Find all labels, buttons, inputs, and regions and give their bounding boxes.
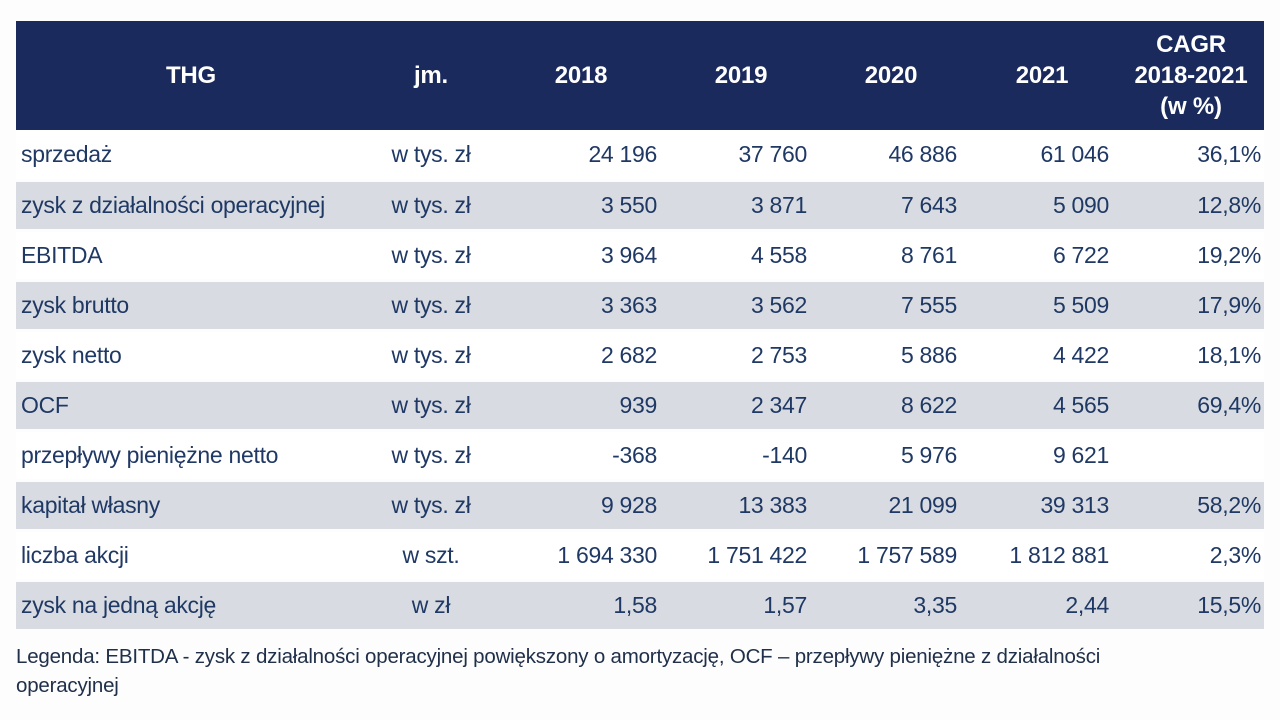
cagr-cell: 36,1%	[1197, 140, 1261, 167]
value-2019: 1 751 422	[707, 541, 807, 568]
row-label: liczba akcji	[21, 541, 129, 568]
header-thg: THG	[165, 62, 217, 89]
header-2020: 2020	[864, 62, 918, 89]
value-2021: 6 722	[1052, 241, 1109, 268]
row-label: OCF	[16, 378, 366, 432]
value-2018: 1 694 330	[557, 541, 657, 568]
value-2018: 2 682	[600, 341, 657, 368]
cagr-cell: 12,8%	[1118, 178, 1264, 232]
table-row: liczba akcji w szt. 1 694 330 1 751 422 …	[16, 530, 1264, 580]
table-row: zysk brutto w tys. zł 3 363 3 562 7 555 …	[16, 278, 1264, 332]
row-label: zysk na jedną akcję	[16, 578, 366, 632]
row-label: EBITDA	[21, 241, 103, 268]
legend-text: Legenda: EBITDA - zysk z działalności op…	[16, 645, 1101, 697]
cagr-cell: 2,3%	[1209, 541, 1262, 568]
value-2019: 1,57	[666, 578, 816, 632]
table-row: OCF w tys. zł 939 2 347 8 622 4 565 69,4…	[16, 378, 1264, 432]
unit-cell: w tys. zł	[366, 378, 496, 432]
value-2019: 4 558	[750, 241, 807, 268]
value-2021: 4 565	[966, 378, 1118, 432]
unit-cell: w tys. zł	[366, 278, 496, 332]
value-2021: 61 046	[1040, 140, 1109, 167]
cagr-cell: 18,1%	[1197, 341, 1261, 368]
value-2020: 7 555	[816, 278, 966, 332]
cagr-cell: 15,5%	[1118, 578, 1264, 632]
value-2018: 3 550	[496, 178, 666, 232]
value-2018: 1,58	[496, 578, 666, 632]
header-2018: 2018	[554, 62, 608, 89]
row-label: zysk netto	[21, 341, 122, 368]
value-2020: 21 099	[816, 478, 966, 532]
value-2021: 1 812 881	[1009, 541, 1109, 568]
value-2021: 39 313	[966, 478, 1118, 532]
header-unit: jm.	[413, 62, 449, 89]
unit-cell: w tys. zł	[391, 140, 471, 167]
financial-table: THG jm. 2018 2019 2020 2021 CAGR 2018-20…	[16, 21, 1264, 632]
unit-cell: w zł	[366, 578, 496, 632]
row-label: kapitał własny	[16, 478, 366, 532]
value-2018: 3 363	[496, 278, 666, 332]
header-2019: 2019	[714, 62, 768, 89]
cagr-cell: 69,4%	[1118, 378, 1264, 432]
value-2020: 46 886	[888, 140, 957, 167]
unit-cell: w tys. zł	[391, 241, 471, 268]
value-2018: 3 964	[600, 241, 657, 268]
header-2021: 2021	[1015, 62, 1069, 89]
table-row: sprzedaż w tys. zł 24 196 37 760 46 886 …	[16, 130, 1264, 180]
cagr-cell	[1118, 430, 1264, 480]
cagr-cell: 19,2%	[1197, 241, 1261, 268]
value-2019: 3 562	[666, 278, 816, 332]
table-row: zysk na jedną akcję w zł 1,58 1,57 3,35 …	[16, 578, 1264, 632]
cagr-cell: 58,2%	[1118, 478, 1264, 532]
row-label: zysk brutto	[16, 278, 366, 332]
value-2019: 37 760	[738, 140, 807, 167]
unit-cell: w tys. zł	[391, 341, 471, 368]
table-row: EBITDA w tys. zł 3 964 4 558 8 761 6 722…	[16, 230, 1264, 280]
value-2019: 2 753	[750, 341, 807, 368]
table-row: przepływy pieniężne netto w tys. zł -368…	[16, 430, 1264, 480]
value-2020: 8 622	[816, 378, 966, 432]
value-2020: 5 976	[900, 441, 957, 468]
unit-cell: w szt.	[402, 541, 460, 568]
unit-cell: w tys. zł	[366, 478, 496, 532]
value-2019: 3 871	[666, 178, 816, 232]
value-2021: 5 509	[966, 278, 1118, 332]
table-row: kapitał własny w tys. zł 9 928 13 383 21…	[16, 478, 1264, 532]
row-label: przepływy pieniężne netto	[21, 441, 279, 468]
header-cagr: CAGR 2018-2021 (w %)	[1134, 31, 1248, 120]
unit-cell: w tys. zł	[391, 441, 471, 468]
value-2020: 7 643	[816, 178, 966, 232]
value-2021: 2,44	[966, 578, 1118, 632]
row-label: sprzedaż	[21, 140, 112, 167]
unit-cell: w tys. zł	[366, 178, 496, 232]
value-2018: 9 928	[496, 478, 666, 532]
value-2019: -140	[762, 441, 807, 468]
table-header-row: THG jm. 2018 2019 2020 2021 CAGR 2018-20…	[16, 21, 1264, 130]
cagr-cell: 17,9%	[1118, 278, 1264, 332]
row-label: zysk z działalności operacyjnej	[16, 178, 366, 232]
value-2020: 5 886	[900, 341, 957, 368]
value-2020: 1 757 589	[857, 541, 957, 568]
value-2020: 8 761	[900, 241, 957, 268]
value-2019: 2 347	[666, 378, 816, 432]
value-2020: 3,35	[816, 578, 966, 632]
value-2021: 9 621	[1052, 441, 1109, 468]
table-row: zysk z działalności operacyjnej w tys. z…	[16, 178, 1264, 232]
value-2018: -368	[612, 441, 657, 468]
value-2018: 939	[496, 378, 666, 432]
table-row: zysk netto w tys. zł 2 682 2 753 5 886 4…	[16, 330, 1264, 380]
value-2018: 24 196	[588, 140, 657, 167]
value-2021: 4 422	[1052, 341, 1109, 368]
value-2019: 13 383	[666, 478, 816, 532]
value-2021: 5 090	[966, 178, 1118, 232]
